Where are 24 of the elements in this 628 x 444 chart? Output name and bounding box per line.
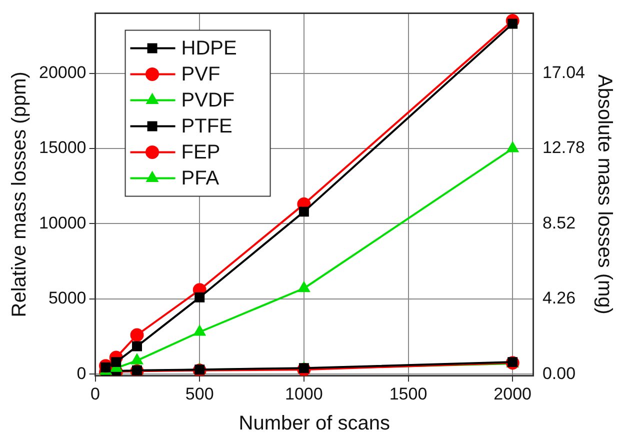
x-tick-label: 500 xyxy=(185,384,214,404)
x-tick-label: 2000 xyxy=(494,384,532,404)
legend-label: PVF xyxy=(181,64,220,86)
y-tick-label: 15000 xyxy=(38,138,86,158)
legend-label: PVDF xyxy=(181,90,235,112)
y2-tick-label: 17.04 xyxy=(542,63,586,82)
legend-label: PTFE xyxy=(181,116,232,138)
x-tick-label: 1500 xyxy=(389,384,428,404)
x-tick-label: 1000 xyxy=(285,384,323,404)
legend-label: PFA xyxy=(181,168,220,190)
y2-tick-label: 8.52 xyxy=(542,213,576,232)
x-axis-title: Number of scans xyxy=(238,412,390,435)
x-tick-label: 0 xyxy=(90,384,100,404)
y2-tick-label: 12.78 xyxy=(542,138,586,158)
y-tick-label: 0 xyxy=(76,364,86,383)
y-tick-label: 10000 xyxy=(38,213,86,232)
legend-label: HDPE xyxy=(181,38,237,60)
y2-tick-label: 0.00 xyxy=(542,364,576,383)
y-tick-label: 20000 xyxy=(38,63,86,82)
legend-label: FEP xyxy=(181,142,220,164)
y2-tick-label: 4.26 xyxy=(542,288,576,308)
y-tick-label: 5000 xyxy=(48,288,86,308)
y-axis-title: Relative mass losses (ppm) xyxy=(8,72,31,318)
y2-axis-title: Absolute mass losses (mg) xyxy=(593,74,616,314)
